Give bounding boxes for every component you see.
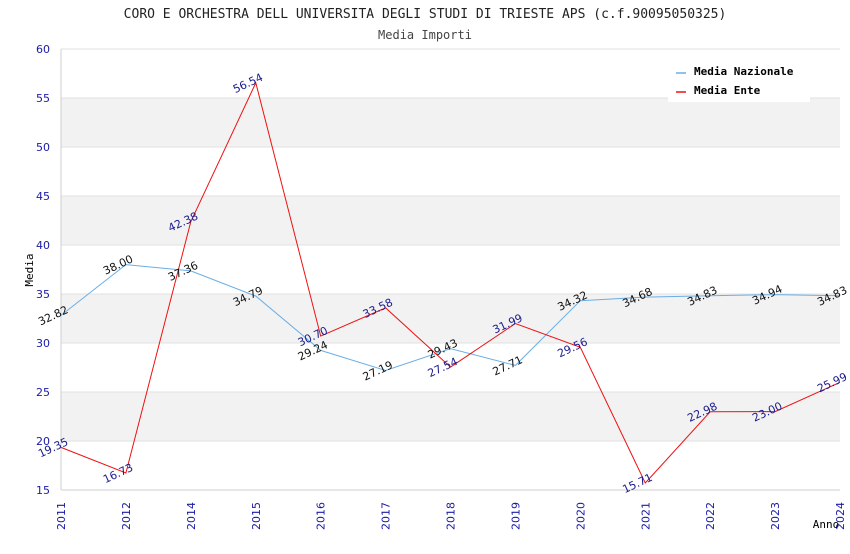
x-tick-label: 2019: [509, 502, 522, 530]
grid-band: [61, 392, 840, 441]
y-tick-label: 20: [36, 435, 50, 448]
x-tick-label: 2018: [445, 502, 458, 530]
grid-band: [61, 147, 840, 196]
grid-lines: [61, 48, 840, 491]
x-tick-label: 2021: [639, 502, 652, 530]
chart-title: CORO E ORCHESTRA DELL UNIVERSITA DEGLI S…: [124, 7, 727, 22]
y-tick-label: 35: [36, 288, 50, 301]
x-tick-label: 2014: [185, 502, 198, 530]
y-tick-label: 30: [36, 337, 50, 350]
chart-subtitle: Media Importi: [378, 28, 472, 42]
series-line-media-nazionale: [60, 264, 841, 372]
legend: Media Nazionale Media Ente: [668, 60, 810, 102]
y-tick-label: 45: [36, 190, 50, 203]
grid-band: [61, 441, 840, 490]
x-tick-label: 2012: [120, 502, 133, 530]
y-axis-label: Media: [23, 253, 36, 286]
x-tick-label: 2016: [315, 502, 328, 530]
y-tick-label: 40: [36, 239, 50, 252]
y-tick-label: 15: [36, 484, 50, 497]
series-group: [60, 81, 841, 484]
x-tick-label: 2017: [380, 502, 393, 530]
grid-band: [61, 245, 840, 294]
axes: [60, 49, 840, 491]
x-tick-labels: 2011 2012 2014 2015 2016 2017 2018 2019 2020 2021…: [55, 502, 847, 530]
x-tick-label: 2024: [834, 502, 847, 530]
grid-bands: [61, 49, 840, 490]
y-tick-labels: 15 20 25 30 35 40 45 50 55 60: [36, 43, 50, 497]
x-tick-label: 2011: [55, 502, 68, 530]
x-tick-label: 2015: [250, 502, 263, 530]
grid-band: [61, 98, 840, 147]
legend-box: [668, 60, 810, 102]
y-tick-label: 50: [36, 141, 50, 154]
x-tick-label: 2023: [769, 502, 782, 530]
y-tick-label: 25: [36, 386, 50, 399]
legend-label-ente: Media Ente: [694, 84, 761, 97]
series-line-media-ente: [60, 81, 841, 484]
y-tick-label: 55: [36, 92, 50, 105]
x-axis-label: Anno: [813, 518, 840, 531]
x-tick-label: 2020: [574, 502, 587, 530]
legend-label-nazionale: Media Nazionale: [694, 65, 794, 78]
grid-band: [61, 294, 840, 343]
x-tick-label: 2022: [704, 502, 717, 530]
y-tick-label: 60: [36, 43, 50, 56]
